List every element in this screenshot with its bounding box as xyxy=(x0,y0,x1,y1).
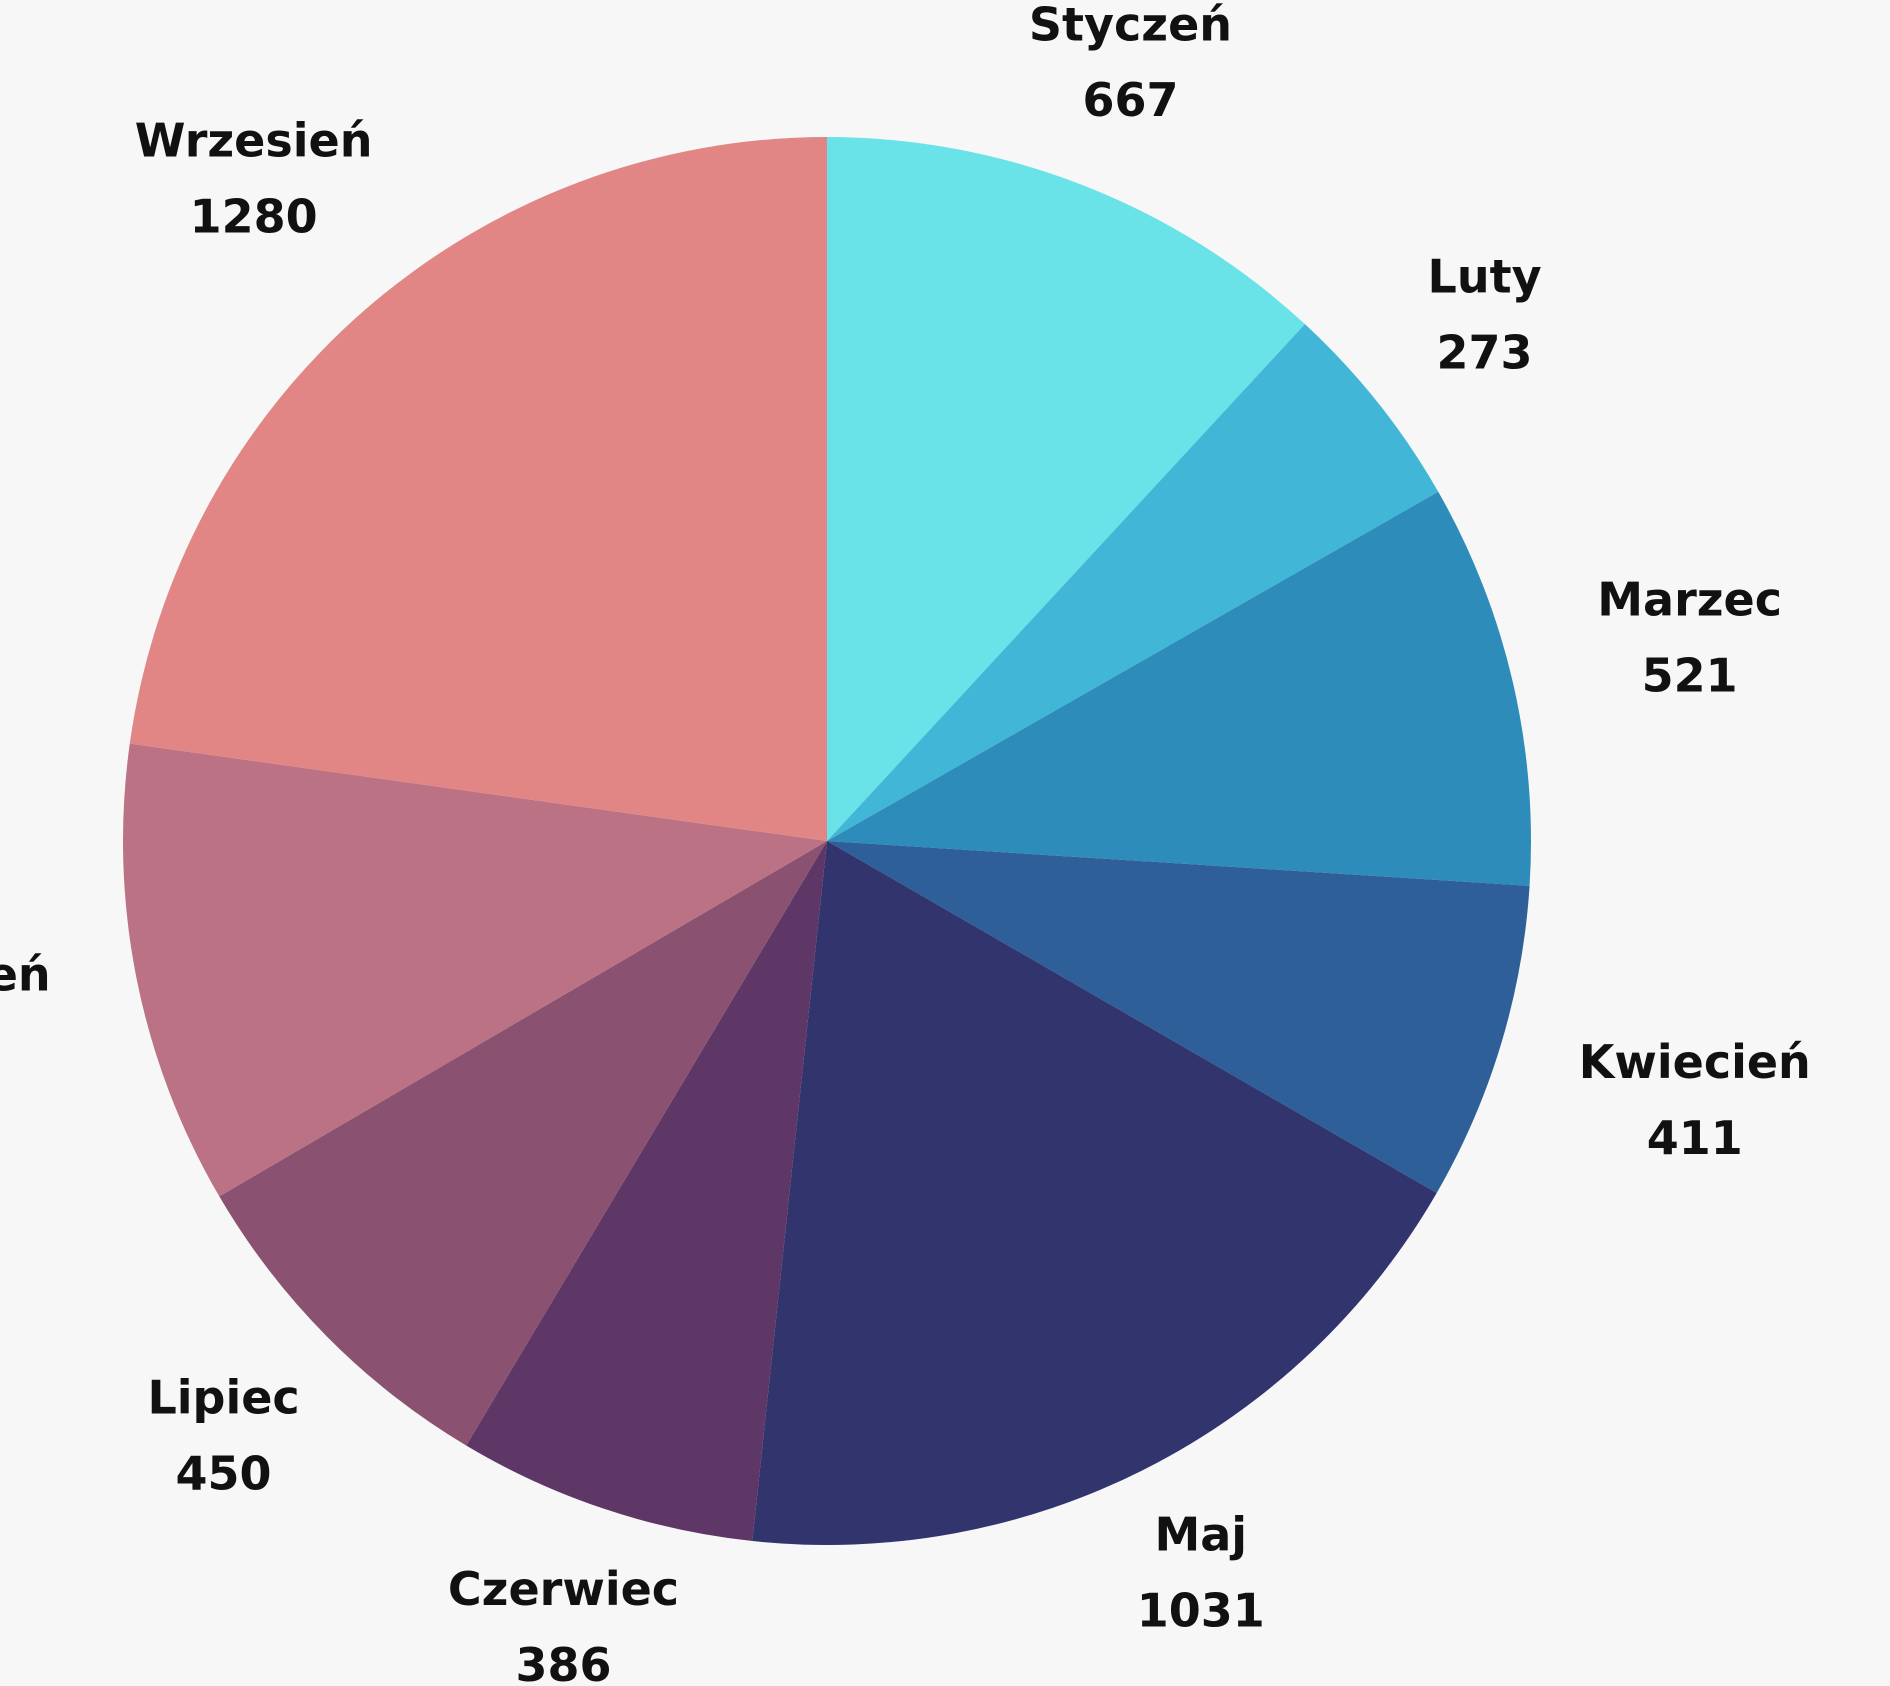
pie-slice xyxy=(752,841,1437,1545)
slice-value: 1280 xyxy=(190,189,318,243)
slice-label: Styczeń xyxy=(1029,0,1232,51)
pie-slice xyxy=(827,841,1530,1193)
pie-slice xyxy=(123,743,828,1197)
slice-label: Maj xyxy=(1154,1507,1247,1561)
slice-value: 667 xyxy=(1082,73,1178,127)
pie-slice xyxy=(219,841,827,1446)
pie-slice xyxy=(827,324,1439,841)
pie-slice xyxy=(827,137,1305,841)
slice-label: Sierpień xyxy=(0,947,51,1001)
slice-value: 1031 xyxy=(1137,1583,1265,1637)
slice-value: 411 xyxy=(1647,1111,1743,1165)
pie-slice xyxy=(827,491,1531,886)
slice-value: 521 xyxy=(1642,649,1738,703)
slice-value: 386 xyxy=(515,1638,611,1686)
slice-label: Lipiec xyxy=(147,1371,299,1425)
slice-label: Wrzesień xyxy=(135,113,373,167)
slice-label: Luty xyxy=(1428,250,1542,304)
slice-label: Marzec xyxy=(1597,573,1782,627)
pie-slice xyxy=(466,841,827,1542)
slice-value: 273 xyxy=(1437,326,1533,380)
slice-value: 450 xyxy=(176,1447,272,1501)
pie-slice xyxy=(129,137,828,841)
slice-label: Czerwiec xyxy=(448,1562,679,1616)
slice-label: Kwiecień xyxy=(1579,1035,1811,1089)
